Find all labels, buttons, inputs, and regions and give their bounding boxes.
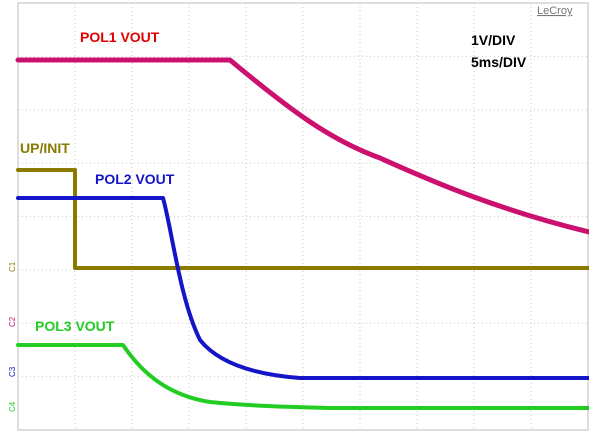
scope-screen: LeCroy 1V/DIV 5ms/DIV POL1 VOUT UP/INIT … (0, 0, 589, 431)
trace-label: UP/INIT (20, 140, 70, 156)
trace-label: POL1 VOUT (80, 29, 160, 45)
time-per-div: 5ms/DIV (471, 54, 527, 70)
pol1-trace (18, 60, 589, 232)
channel-marker: C3 (8, 366, 17, 377)
channel-marker: C1 (8, 261, 17, 272)
brand: LeCroy (537, 5, 573, 17)
trace-label: POL2 VOUT (95, 171, 175, 187)
channel-marker: C2 (8, 316, 17, 327)
channel-marker: C4 (8, 401, 17, 412)
trace-label: POL3 VOUT (35, 318, 115, 334)
volts-per-div: 1V/DIV (471, 32, 516, 48)
